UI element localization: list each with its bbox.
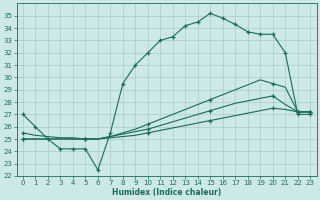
X-axis label: Humidex (Indice chaleur): Humidex (Indice chaleur) (112, 188, 221, 197)
